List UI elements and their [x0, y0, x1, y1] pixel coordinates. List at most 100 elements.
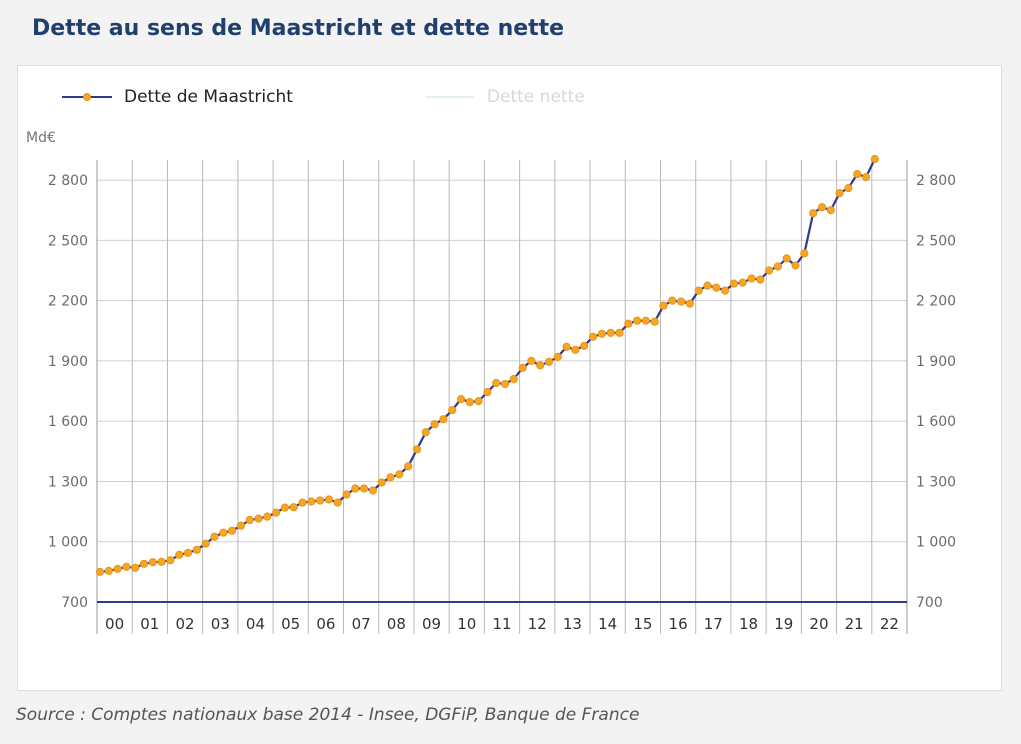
data-point: [509, 374, 518, 384]
data-point: [439, 415, 448, 424]
data-point: [122, 562, 131, 571]
data-point: [835, 189, 844, 198]
data-point: [861, 173, 871, 182]
data-point: [192, 545, 201, 554]
y-tick-label-right: 1 300: [916, 474, 956, 490]
legend-item-maastricht[interactable]: Dette de Maastricht: [62, 87, 293, 107]
data-point: [386, 473, 395, 482]
data-point: [536, 361, 545, 370]
data-point: [844, 184, 853, 193]
data-point: [765, 266, 774, 275]
data-point: [756, 275, 765, 284]
legend-line-marker-icon: [62, 90, 112, 104]
data-point: [456, 395, 466, 404]
x-tick-label: 02: [175, 615, 194, 633]
data-point: [544, 357, 554, 366]
data-point: [95, 567, 105, 577]
x-tick-label: 21: [845, 615, 864, 633]
x-tick-label: 05: [281, 615, 300, 633]
page-title: Dette au sens de Maastricht et dette net…: [32, 16, 565, 41]
x-tick-label: 08: [387, 615, 406, 633]
data-point: [131, 563, 140, 572]
series-line-maastricht: [99, 158, 876, 573]
x-tick-label: 06: [316, 615, 335, 633]
data-point: [298, 498, 307, 507]
x-tick-label: 13: [563, 615, 582, 633]
x-tick-label: 04: [246, 615, 265, 633]
data-point: [210, 532, 219, 541]
data-point: [263, 512, 272, 521]
chart-panel: Dette de Maastricht Dette nette Md€: [17, 65, 1002, 691]
data-point: [245, 515, 254, 525]
y-tick-label-left: 2 500: [48, 233, 88, 249]
y-tick-label-left: 700: [61, 595, 88, 611]
data-point: [738, 278, 747, 287]
legend-label-maastricht: Dette de Maastricht: [124, 87, 293, 107]
data-point: [685, 299, 695, 308]
data-point: [412, 445, 422, 454]
data-point: [773, 262, 783, 271]
data-point: [228, 526, 237, 535]
data-point: [421, 428, 430, 437]
y-tick-label-right: 1 000: [916, 535, 956, 551]
data-point: [289, 503, 298, 512]
x-tick-label: 10: [457, 615, 476, 633]
x-tick-label: 01: [140, 615, 159, 633]
data-point: [747, 274, 756, 283]
data-point: [870, 154, 879, 164]
data-point: [826, 206, 835, 215]
data-point: [791, 261, 800, 270]
data-point: [377, 478, 386, 487]
data-point: [712, 283, 721, 292]
data-point: [633, 316, 642, 325]
x-tick-label: 11: [492, 615, 511, 633]
legend-item-dette-nette[interactable]: Dette nette: [424, 87, 585, 107]
x-tick-label: 14: [598, 615, 617, 633]
data-point: [183, 548, 193, 557]
data-point: [254, 514, 263, 523]
data-point: [518, 363, 527, 372]
data-point: [641, 316, 651, 325]
x-tick-label: 20: [809, 615, 828, 633]
data-point: [236, 521, 245, 530]
legend-line-icon: [424, 90, 475, 104]
data-point: [316, 496, 325, 505]
y-tick-label-left: 1 600: [48, 414, 88, 430]
y-tick-label-left: 2 800: [48, 173, 88, 189]
data-point: [342, 490, 351, 499]
y-tick-label-left: 1 900: [48, 354, 88, 370]
data-point: [307, 497, 316, 506]
data-point: [360, 484, 369, 493]
data-point: [448, 406, 457, 415]
data-point: [104, 566, 113, 576]
y-tick-label-right: 2 800: [916, 173, 956, 189]
data-point: [809, 209, 818, 218]
x-tick-label: 22: [880, 615, 899, 633]
x-tick-label: 17: [704, 615, 723, 633]
data-point: [597, 329, 606, 338]
x-tick-label: 03: [211, 615, 230, 633]
y-tick-label-right: 1 900: [916, 354, 956, 370]
data-point: [606, 328, 615, 337]
data-point: [430, 420, 439, 429]
y-tick-label-right: 1 600: [916, 414, 956, 430]
data-point: [721, 286, 730, 295]
data-point: [782, 254, 791, 263]
y-tick-label-right: 700: [916, 595, 943, 611]
data-point: [148, 558, 157, 567]
x-tick-label: 00: [105, 615, 124, 633]
data-point: [650, 317, 659, 326]
data-point: [483, 388, 492, 397]
data-point: [615, 328, 624, 337]
data-point: [351, 484, 360, 493]
data-point: [113, 564, 122, 574]
data-point: [492, 378, 501, 388]
data-point: [580, 341, 589, 350]
data-point: [157, 557, 166, 566]
data-point: [166, 556, 175, 565]
data-point: [668, 296, 677, 305]
x-tick-label: 16: [669, 615, 688, 633]
x-tick-label: 12: [528, 615, 547, 633]
data-point: [562, 342, 571, 351]
x-tick-label: 15: [633, 615, 652, 633]
